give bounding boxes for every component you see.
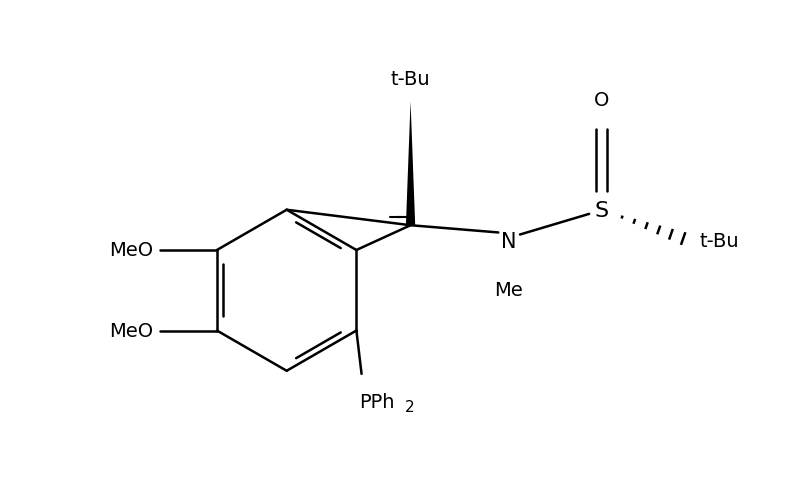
Text: Me: Me (494, 281, 523, 299)
Text: t-Bu: t-Bu (700, 232, 739, 250)
Text: MeO: MeO (108, 321, 153, 340)
Polygon shape (406, 102, 415, 226)
Text: PPh: PPh (359, 393, 395, 412)
Text: MeO: MeO (108, 241, 153, 260)
Text: 2: 2 (405, 399, 414, 414)
Text: O: O (594, 90, 609, 109)
Text: S: S (594, 200, 608, 220)
Text: N: N (501, 231, 516, 251)
Text: t-Bu: t-Bu (391, 70, 431, 89)
